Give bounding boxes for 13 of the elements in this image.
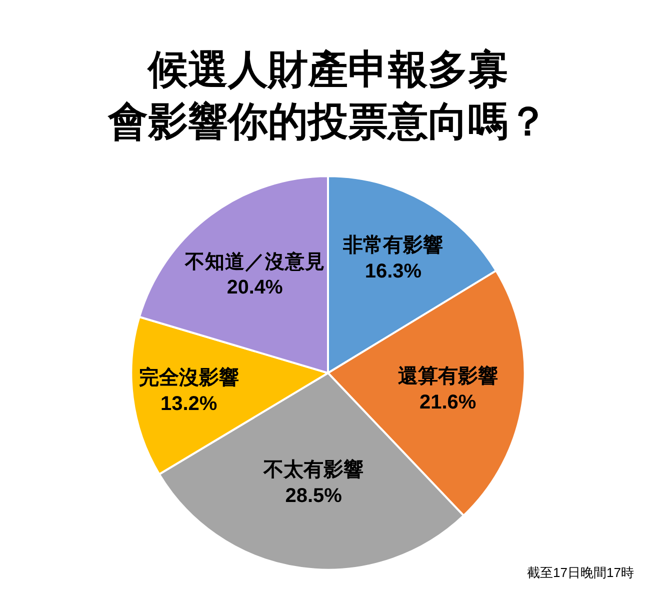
slice-label: 不知道／沒意見 [184, 250, 325, 273]
slice-label: 非常有影響 [342, 233, 444, 256]
data-label: 16.3% [364, 260, 422, 282]
data-label: 20.4% [226, 276, 284, 299]
data-label: 28.5% [285, 485, 342, 508]
slice-label: 不太有影響 [262, 458, 364, 482]
data-label: 21.6% [419, 391, 476, 414]
slice-label: 完全沒影響 [138, 366, 239, 390]
chart-title: 候選人財產申報多寡 [146, 48, 508, 92]
slice-label: 還算有影響 [398, 364, 498, 388]
data-label: 13.2% [160, 393, 218, 416]
text: 截至17日晚間17時 [527, 565, 634, 580]
chart-subtitle: 會影響你的投票意向嗎？ [107, 100, 548, 144]
